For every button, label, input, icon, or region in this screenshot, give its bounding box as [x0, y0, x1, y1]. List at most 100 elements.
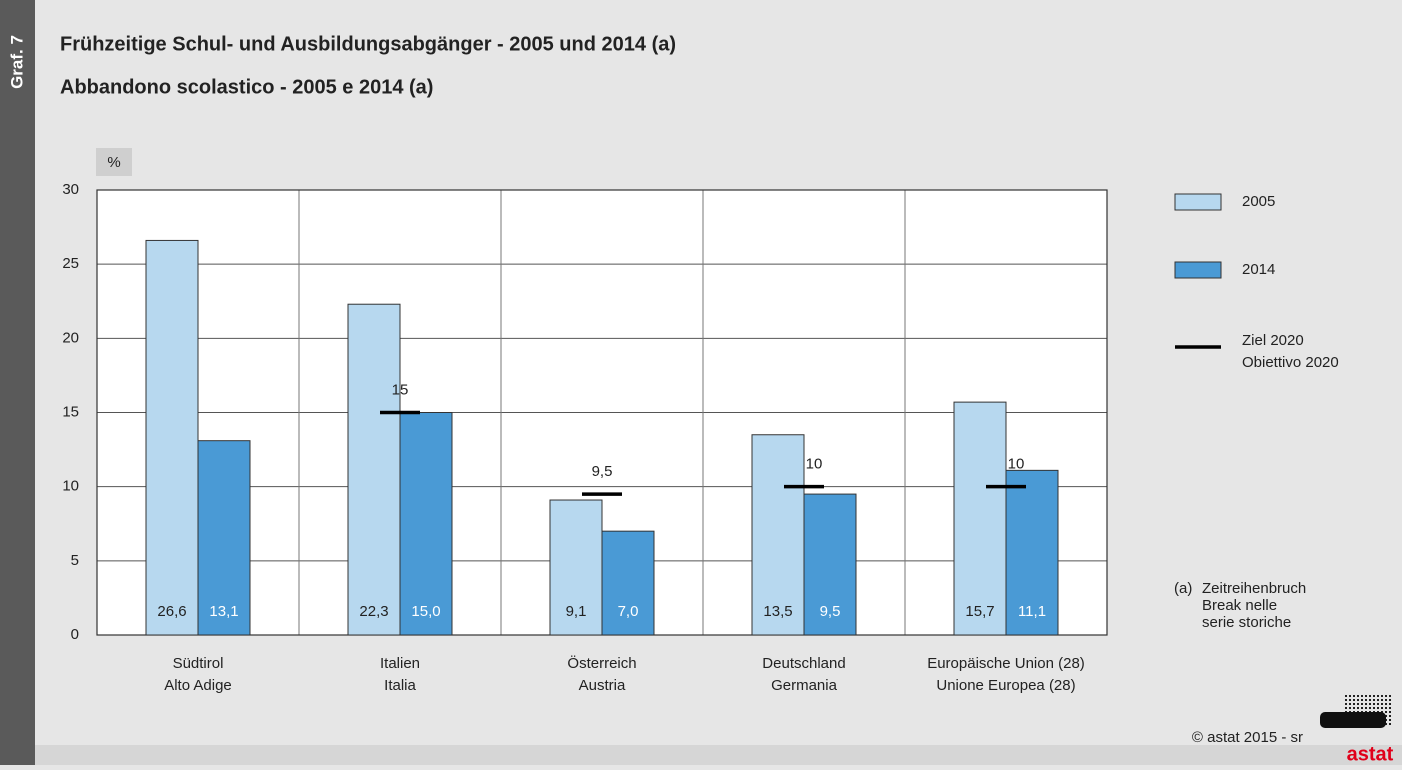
y-tick-label: 25 [62, 255, 79, 272]
chart-subtitle: Abbandono scolastico - 2005 e 2014 (a) [60, 76, 433, 98]
legend-label: Obiettivo 2020 [1242, 354, 1339, 371]
x-tick-label: Italien [380, 655, 420, 672]
logo-dot [1377, 707, 1379, 709]
target-label: 9,5 [592, 463, 613, 480]
footer: © astat 2015 - sr [1192, 729, 1303, 746]
logo-dot [1381, 711, 1383, 713]
x-tick-label: Italia [384, 677, 416, 694]
logo-dot [1385, 703, 1387, 705]
logo-dot [1345, 703, 1347, 705]
bar [347, 303, 401, 636]
x-tick-label: Alto Adige [164, 677, 232, 694]
logo-dot [1373, 699, 1375, 701]
x-tick-label: Deutschland [762, 655, 845, 672]
logo-dot [1357, 703, 1359, 705]
side-label: Graf. 7 [7, 35, 26, 89]
logo-dot [1385, 699, 1387, 701]
bar [751, 434, 805, 636]
logo-dot [1385, 723, 1387, 725]
value-label: 26,6 [157, 603, 186, 620]
logo-dot [1369, 695, 1371, 697]
bar [803, 493, 857, 636]
logo-dot [1381, 695, 1383, 697]
bar [399, 412, 453, 636]
logo-dot [1369, 707, 1371, 709]
logo-dot [1381, 699, 1383, 701]
value-label: 13,5 [763, 603, 792, 620]
logo-dot [1377, 699, 1379, 701]
bar [1005, 469, 1059, 636]
logo-dot [1361, 707, 1363, 709]
legend-swatch [1174, 261, 1222, 279]
side-strip [0, 0, 35, 765]
note: serie storiche [1202, 614, 1291, 631]
logo-dot [1385, 715, 1387, 717]
y-tick-label: 10 [62, 478, 79, 495]
value-label: 22,3 [359, 603, 388, 620]
logo-dot [1377, 703, 1379, 705]
logo-dot [1365, 695, 1367, 697]
logo: astat [1347, 743, 1394, 765]
y-tick-label: 20 [62, 329, 79, 346]
logo-dot [1389, 715, 1391, 717]
logo-dot [1365, 707, 1367, 709]
bar [549, 499, 603, 636]
value-label: 15,7 [965, 603, 994, 620]
y-tick-label: 5 [71, 552, 79, 569]
y-tick-label: 30 [62, 181, 79, 198]
logo-dot [1357, 707, 1359, 709]
note: Zeitreihenbruch [1202, 580, 1306, 597]
logo-dot [1373, 707, 1375, 709]
legend-label: 2014 [1242, 261, 1275, 278]
logo-dot [1361, 699, 1363, 701]
logo-dot [1353, 703, 1355, 705]
legend-label: 2005 [1242, 193, 1275, 210]
value-label: 7,0 [618, 603, 639, 620]
logo-dot [1349, 695, 1351, 697]
logo-shape [1320, 712, 1386, 728]
value-label: 13,1 [209, 603, 238, 620]
value-label: 9,5 [820, 603, 841, 620]
logo-dot [1349, 707, 1351, 709]
footer-band [35, 745, 1402, 765]
logo-dot [1389, 707, 1391, 709]
logo-dot [1381, 703, 1383, 705]
logo-dot [1357, 695, 1359, 697]
logo-dot [1389, 719, 1391, 721]
bar [197, 440, 251, 636]
logo-dot [1353, 707, 1355, 709]
logo-dot [1389, 711, 1391, 713]
logo-dot [1361, 695, 1363, 697]
bar [953, 401, 1007, 636]
legend-label: Ziel 2020 [1242, 332, 1304, 349]
logo-dot [1349, 703, 1351, 705]
x-tick-label: Österreich [567, 654, 636, 672]
logo-dot [1349, 699, 1351, 701]
logo-dot [1389, 695, 1391, 697]
target-label: 10 [806, 456, 823, 473]
logo-dot [1353, 695, 1355, 697]
legend-swatch [1174, 193, 1222, 211]
value-label: 15,0 [411, 603, 440, 620]
logo-dot [1385, 707, 1387, 709]
logo-dot [1385, 695, 1387, 697]
logo-dot [1389, 723, 1391, 725]
logo-dot [1353, 699, 1355, 701]
logo-dot [1369, 699, 1371, 701]
unit-box [96, 148, 132, 176]
y-tick-label: 0 [71, 626, 79, 643]
x-tick-label: Germania [771, 677, 838, 694]
logo-dot [1373, 695, 1375, 697]
logo-dot [1345, 707, 1347, 709]
target-label: 15 [392, 381, 409, 398]
chart-title: Frühzeitige Schul- und Ausbildungsabgäng… [60, 33, 676, 55]
logo-dot [1369, 703, 1371, 705]
y-axis-label: % [107, 154, 120, 171]
y-tick-label: 15 [62, 403, 79, 420]
value-label: 9,1 [566, 603, 587, 620]
logo-dot [1389, 703, 1391, 705]
logo-dot [1345, 695, 1347, 697]
x-tick-label: Südtirol [173, 655, 224, 672]
